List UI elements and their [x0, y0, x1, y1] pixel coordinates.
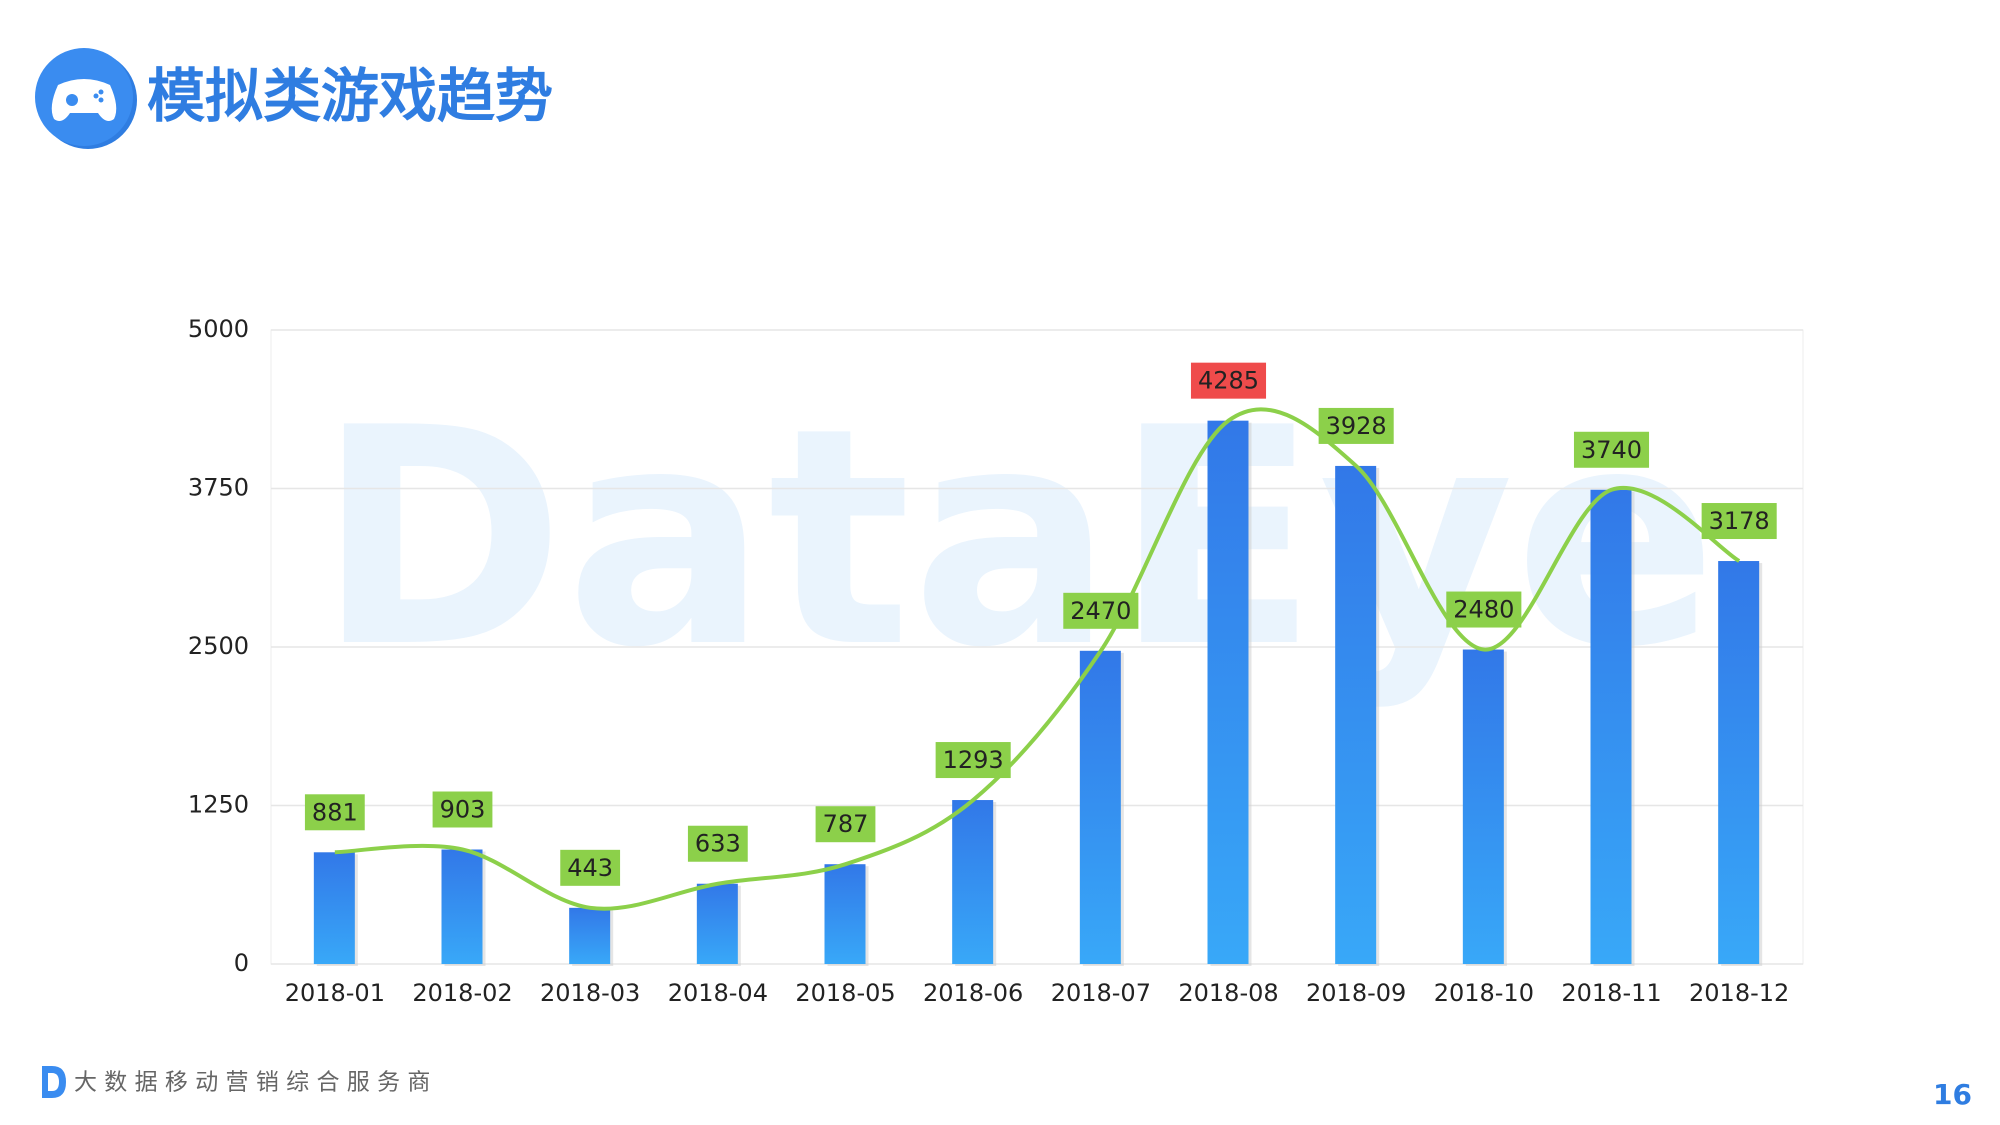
- x-tick-label: 2018-02: [412, 979, 512, 1007]
- x-tick-label: 2018-09: [1306, 979, 1406, 1007]
- y-tick-label: 5000: [188, 315, 249, 343]
- data-label: 1293: [943, 746, 1004, 774]
- data-label-box: [1318, 407, 1394, 444]
- data-label-box: [1190, 362, 1267, 399]
- page-title: 模拟类游戏趋势: [147, 62, 553, 130]
- bar: [1335, 465, 1377, 964]
- trend-line: [334, 407, 1741, 911]
- x-tick-label: 2018-05: [795, 979, 895, 1007]
- game-icon: [35, 48, 137, 149]
- data-label: 443: [567, 854, 613, 882]
- bar: [313, 852, 355, 964]
- watermark: DataEye: [316, 364, 1717, 713]
- bar: [696, 883, 738, 964]
- bar: [1462, 649, 1504, 964]
- data-label: 633: [695, 830, 741, 858]
- data-label: 2470: [1070, 597, 1131, 625]
- footer-slogan: 大 数 据 移 动 营 销 综 合 服 务 商: [74, 1070, 430, 1096]
- bar: [1718, 561, 1760, 964]
- data-label: 2480: [1453, 596, 1514, 624]
- data-label-box: [560, 849, 621, 886]
- data-label-box: [1573, 431, 1650, 468]
- bar: [441, 849, 483, 964]
- x-tick-label: 2018-01: [285, 979, 385, 1007]
- x-tick-label: 2018-08: [1178, 979, 1278, 1007]
- bar: [569, 907, 611, 964]
- x-tick-label: 2018-04: [668, 979, 768, 1007]
- data-label: 3928: [1326, 412, 1387, 440]
- x-tick-label: 2018-06: [923, 979, 1023, 1007]
- footer-logo: [42, 1066, 66, 1098]
- y-tick-label: 2500: [188, 632, 249, 660]
- data-label: 881: [312, 798, 358, 826]
- bar: [1079, 650, 1121, 964]
- data-label-box: [687, 825, 748, 862]
- x-tick-label: 2018-11: [1561, 979, 1661, 1007]
- bar: [952, 800, 994, 964]
- data-label: 903: [440, 795, 486, 823]
- y-tick-label: 3750: [188, 474, 249, 502]
- data-label-box: [304, 794, 365, 831]
- bar: [824, 864, 866, 964]
- data-label-box: [815, 806, 876, 843]
- data-label-box: [432, 791, 493, 828]
- data-label-box: [935, 742, 1011, 779]
- bar: [1590, 489, 1632, 964]
- x-tick-label: 2018-03: [540, 979, 640, 1007]
- y-tick-label: 1250: [188, 791, 249, 819]
- x-tick-label: 2018-07: [1051, 979, 1151, 1007]
- y-tick-label: 0: [234, 949, 249, 977]
- page-number: 16: [1933, 1078, 1972, 1111]
- x-tick-label: 2018-12: [1689, 979, 1789, 1007]
- data-label: 3740: [1581, 436, 1642, 464]
- data-label: 787: [823, 810, 869, 838]
- data-label: 3178: [1709, 507, 1770, 535]
- x-tick-label: 2018-10: [1434, 979, 1534, 1007]
- bar: [1207, 420, 1249, 964]
- data-label-box: [1446, 591, 1522, 628]
- data-label-box: [1063, 592, 1139, 629]
- data-label-box: [1701, 503, 1777, 540]
- data-label: 4285: [1198, 367, 1259, 395]
